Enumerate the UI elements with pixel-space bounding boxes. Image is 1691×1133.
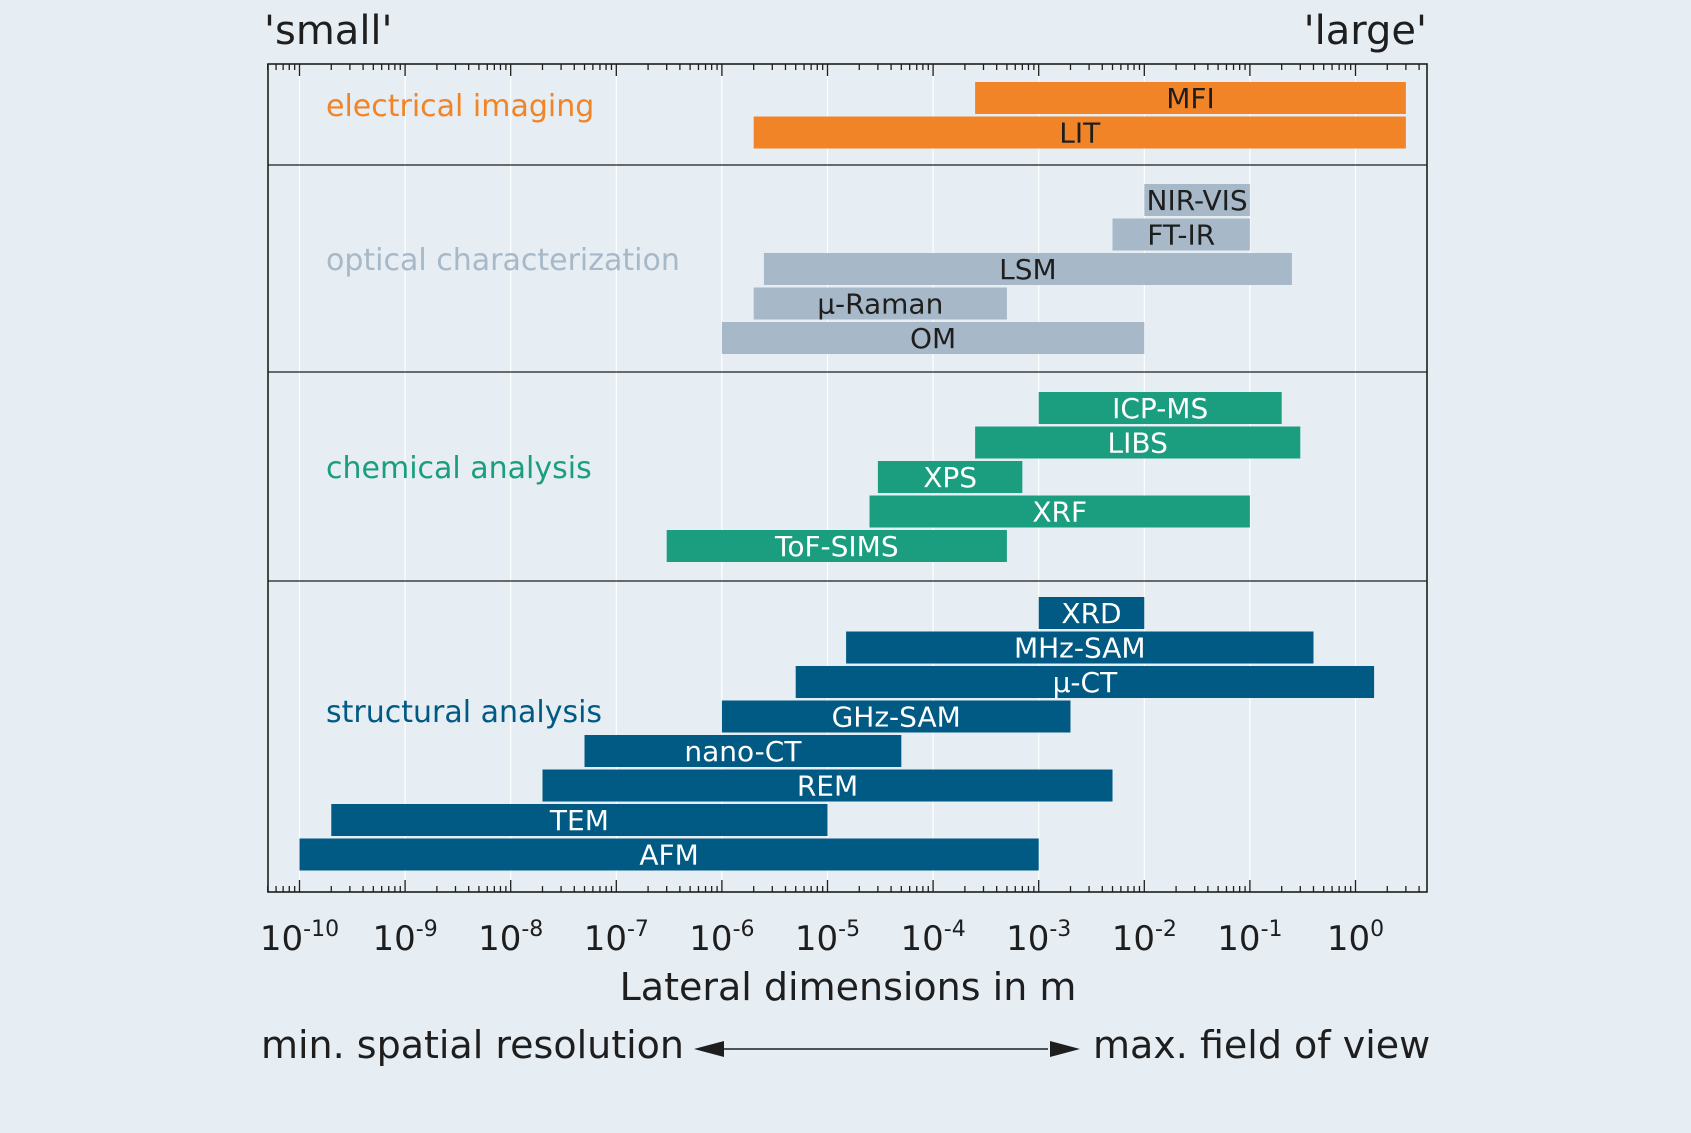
bar-XRD — [1038, 597, 1145, 629]
bar-ToF-SIMS — [666, 530, 1007, 562]
bar-LSM — [763, 253, 1292, 285]
bar-label: TEM — [549, 804, 609, 837]
bar-MFI — [975, 82, 1406, 114]
bar-label: MHz-SAM — [1014, 632, 1146, 665]
bar-label: OM — [910, 322, 956, 355]
bar-label: XRD — [1061, 597, 1121, 630]
bar-label: FT-IR — [1147, 219, 1215, 252]
bar-µ-CT — [795, 666, 1375, 698]
axis-ticks — [267, 64, 1420, 892]
bar-label: AFM — [639, 839, 698, 872]
x-tick-label: 10-8 — [478, 917, 543, 959]
corner-label-large: 'large' — [1304, 8, 1427, 54]
arrow-right-label: max. field of view — [1093, 1023, 1430, 1067]
bar-LIT — [753, 116, 1406, 149]
bar-LIBS — [975, 426, 1301, 459]
bar-FT-IR — [1112, 218, 1250, 251]
range-bars: electrical imaging MFI LIT optical characte… — [299, 82, 1406, 872]
bar-label: LSM — [999, 253, 1057, 286]
bar-MHz-SAM — [846, 631, 1314, 664]
arrow-left-label: min. spatial resolution — [261, 1023, 684, 1067]
bar-label: GHz-SAM — [832, 701, 961, 734]
bar-label: LIBS — [1108, 427, 1168, 460]
x-tick-label: 10-4 — [900, 917, 965, 959]
corner-label-small: 'small' — [264, 8, 393, 54]
x-tick-label: 10-3 — [1006, 917, 1071, 959]
bar-XRF — [869, 495, 1250, 528]
bar-nano-CT — [584, 735, 902, 767]
group-label: electrical imaging — [326, 89, 594, 124]
bar-label: REM — [797, 770, 858, 803]
bar-ICP-MS — [1038, 392, 1282, 424]
plot-border — [267, 63, 1428, 893]
bar-label: ICP-MS — [1112, 392, 1208, 425]
bar-label: µ-Raman — [817, 288, 943, 321]
bar-label: NIR-VIS — [1147, 184, 1248, 217]
bar-GHz-SAM — [721, 700, 1071, 733]
group-label: optical characterization — [326, 243, 680, 278]
double-arrow-icon — [694, 1041, 1080, 1057]
bar-label: XPS — [923, 461, 977, 494]
bar-REM — [542, 769, 1113, 802]
bar-TEM — [331, 804, 828, 836]
x-tick-label: 10-6 — [689, 917, 754, 959]
bar-OM — [721, 322, 1145, 354]
plot-frame — [267, 63, 1428, 893]
x-tick-label: 10-2 — [1112, 917, 1177, 959]
group-label: chemical analysis — [326, 451, 592, 486]
bar-XPS — [877, 461, 1023, 493]
x-tick-label: 10-10 — [260, 917, 339, 959]
x-tick-label: 10-5 — [795, 917, 860, 959]
bar-NIR-VIS — [1144, 184, 1250, 216]
group-electrical-imaging: electrical imaging MFI LIT — [326, 82, 1406, 150]
bar-µ-Raman — [753, 287, 1007, 320]
x-tick-label: 10-1 — [1217, 917, 1282, 959]
bar-label: ToF-SIMS — [774, 530, 899, 563]
axis-labels: 10-10 10-9 10-8 10-7 10-6 10-5 10-4 10-3 10-2 10-… — [260, 917, 1384, 959]
bar-label: nano-CT — [684, 735, 802, 768]
bar-AFM — [299, 838, 1039, 871]
x-tick-label: 100 — [1327, 917, 1384, 959]
bar-label: µ-CT — [1053, 666, 1118, 699]
x-axis-title: Lateral dimensions in m — [620, 965, 1077, 1009]
grid-lines — [298, 64, 1357, 892]
x-tick-label: 10-9 — [372, 917, 437, 959]
bar-label: XRF — [1032, 496, 1087, 529]
bar-label: MFI — [1166, 82, 1215, 115]
group-label: structural analysis — [326, 695, 602, 730]
bar-label: LIT — [1059, 117, 1101, 150]
x-tick-label: 10-7 — [584, 917, 649, 959]
